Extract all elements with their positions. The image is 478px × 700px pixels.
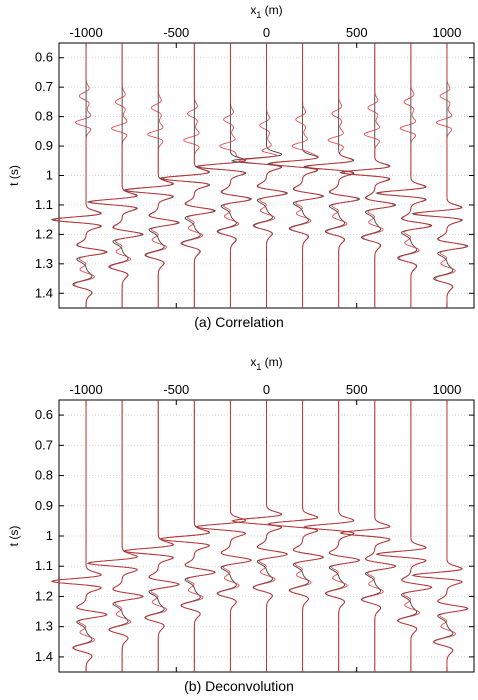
trace-reference <box>194 400 253 672</box>
trace-estimate <box>378 43 431 308</box>
y-axis-label: t (s) <box>7 526 21 547</box>
y-tick-label: 0.9 <box>35 498 53 513</box>
y-tick-label: 1.4 <box>35 649 53 664</box>
y-tick-label: 0.9 <box>35 138 53 153</box>
x-tick-label: 500 <box>346 382 368 397</box>
y-tick-label: 1.2 <box>35 588 53 603</box>
y-tick-label: 0.6 <box>35 50 53 65</box>
y-tick-label: 0.8 <box>35 109 53 124</box>
x-tick-label: 0 <box>263 382 270 397</box>
trace-estimate <box>53 43 107 308</box>
trace-estimate <box>87 400 144 672</box>
trace-estimate <box>232 400 288 672</box>
x-axis-label: x1 (m) <box>250 3 282 20</box>
y-tick-label: 1 <box>46 168 53 183</box>
y-tick-label: 1.1 <box>35 558 53 573</box>
y-tick-label: 0.7 <box>35 437 53 452</box>
y-tick-label: 1 <box>46 528 53 543</box>
x-tick-label: -500 <box>163 25 189 40</box>
trace-estimate <box>305 43 359 308</box>
y-axis-label: t (s) <box>7 165 21 186</box>
trace-estimate <box>414 43 467 308</box>
x-tick-label: -1000 <box>69 25 102 40</box>
x-tick-label: -500 <box>163 382 189 397</box>
panel-correlation: x1 (m) t (s) -1000 -500 0 500 1000 0.6 0.7 0.8 0.9… <box>0 0 478 345</box>
trace-reference <box>267 400 325 672</box>
trace-reference <box>267 43 325 308</box>
x-tick-label: 500 <box>346 25 368 40</box>
x-tick-label: 1000 <box>432 382 461 397</box>
trace-estimate <box>51 400 108 672</box>
caption-deconvolution: (b) Deconvolution <box>184 678 294 694</box>
trace-estimate <box>304 400 360 672</box>
y-tick-label: 1.2 <box>35 226 53 241</box>
y-tick-label: 1.1 <box>35 197 53 212</box>
caption-correlation: (a) Correlation <box>194 314 284 330</box>
trace-estimate <box>412 400 468 672</box>
x-tick-label: -1000 <box>69 382 102 397</box>
y-tick-label: 0.6 <box>35 407 53 422</box>
x-axis-label: x1 (m) <box>250 355 282 372</box>
trace-estimate <box>161 43 215 308</box>
trace-estimate <box>125 43 179 308</box>
y-tick-label: 0.7 <box>35 79 53 94</box>
trace-estimate <box>340 400 396 672</box>
trace-estimate <box>89 43 143 308</box>
y-tick-label: 0.8 <box>35 468 53 483</box>
x-tick-label: 0 <box>263 25 270 40</box>
y-tick-label: 1.3 <box>35 619 53 634</box>
trace-estimate <box>269 43 323 308</box>
trace-estimate <box>195 400 252 672</box>
trace-estimate <box>159 400 216 672</box>
trace-estimate <box>237 43 287 308</box>
x-tick-label: 1000 <box>432 25 461 40</box>
deconvolution-chart: x1 (m) t (s) -1000 -500 0 500 1000 0.6 0.7 0.8 0.9… <box>7 355 475 673</box>
panel-deconvolution: x1 (m) t (s) -1000 -500 0 500 1000 0.6 0.7 0.8 0.9… <box>0 352 478 700</box>
correlation-chart: x1 (m) t (s) -1000 -500 0 500 1000 0.6 0.7 0.8 0.9… <box>7 3 475 309</box>
trace-estimate <box>376 400 432 672</box>
trace-estimate <box>123 400 180 672</box>
y-tick-label: 1.3 <box>35 256 53 271</box>
trace-estimate <box>342 43 395 308</box>
y-tick-label: 1.4 <box>35 285 53 300</box>
trace-estimate <box>197 43 251 308</box>
trace-estimate <box>268 400 324 672</box>
trace-reference <box>194 43 253 308</box>
